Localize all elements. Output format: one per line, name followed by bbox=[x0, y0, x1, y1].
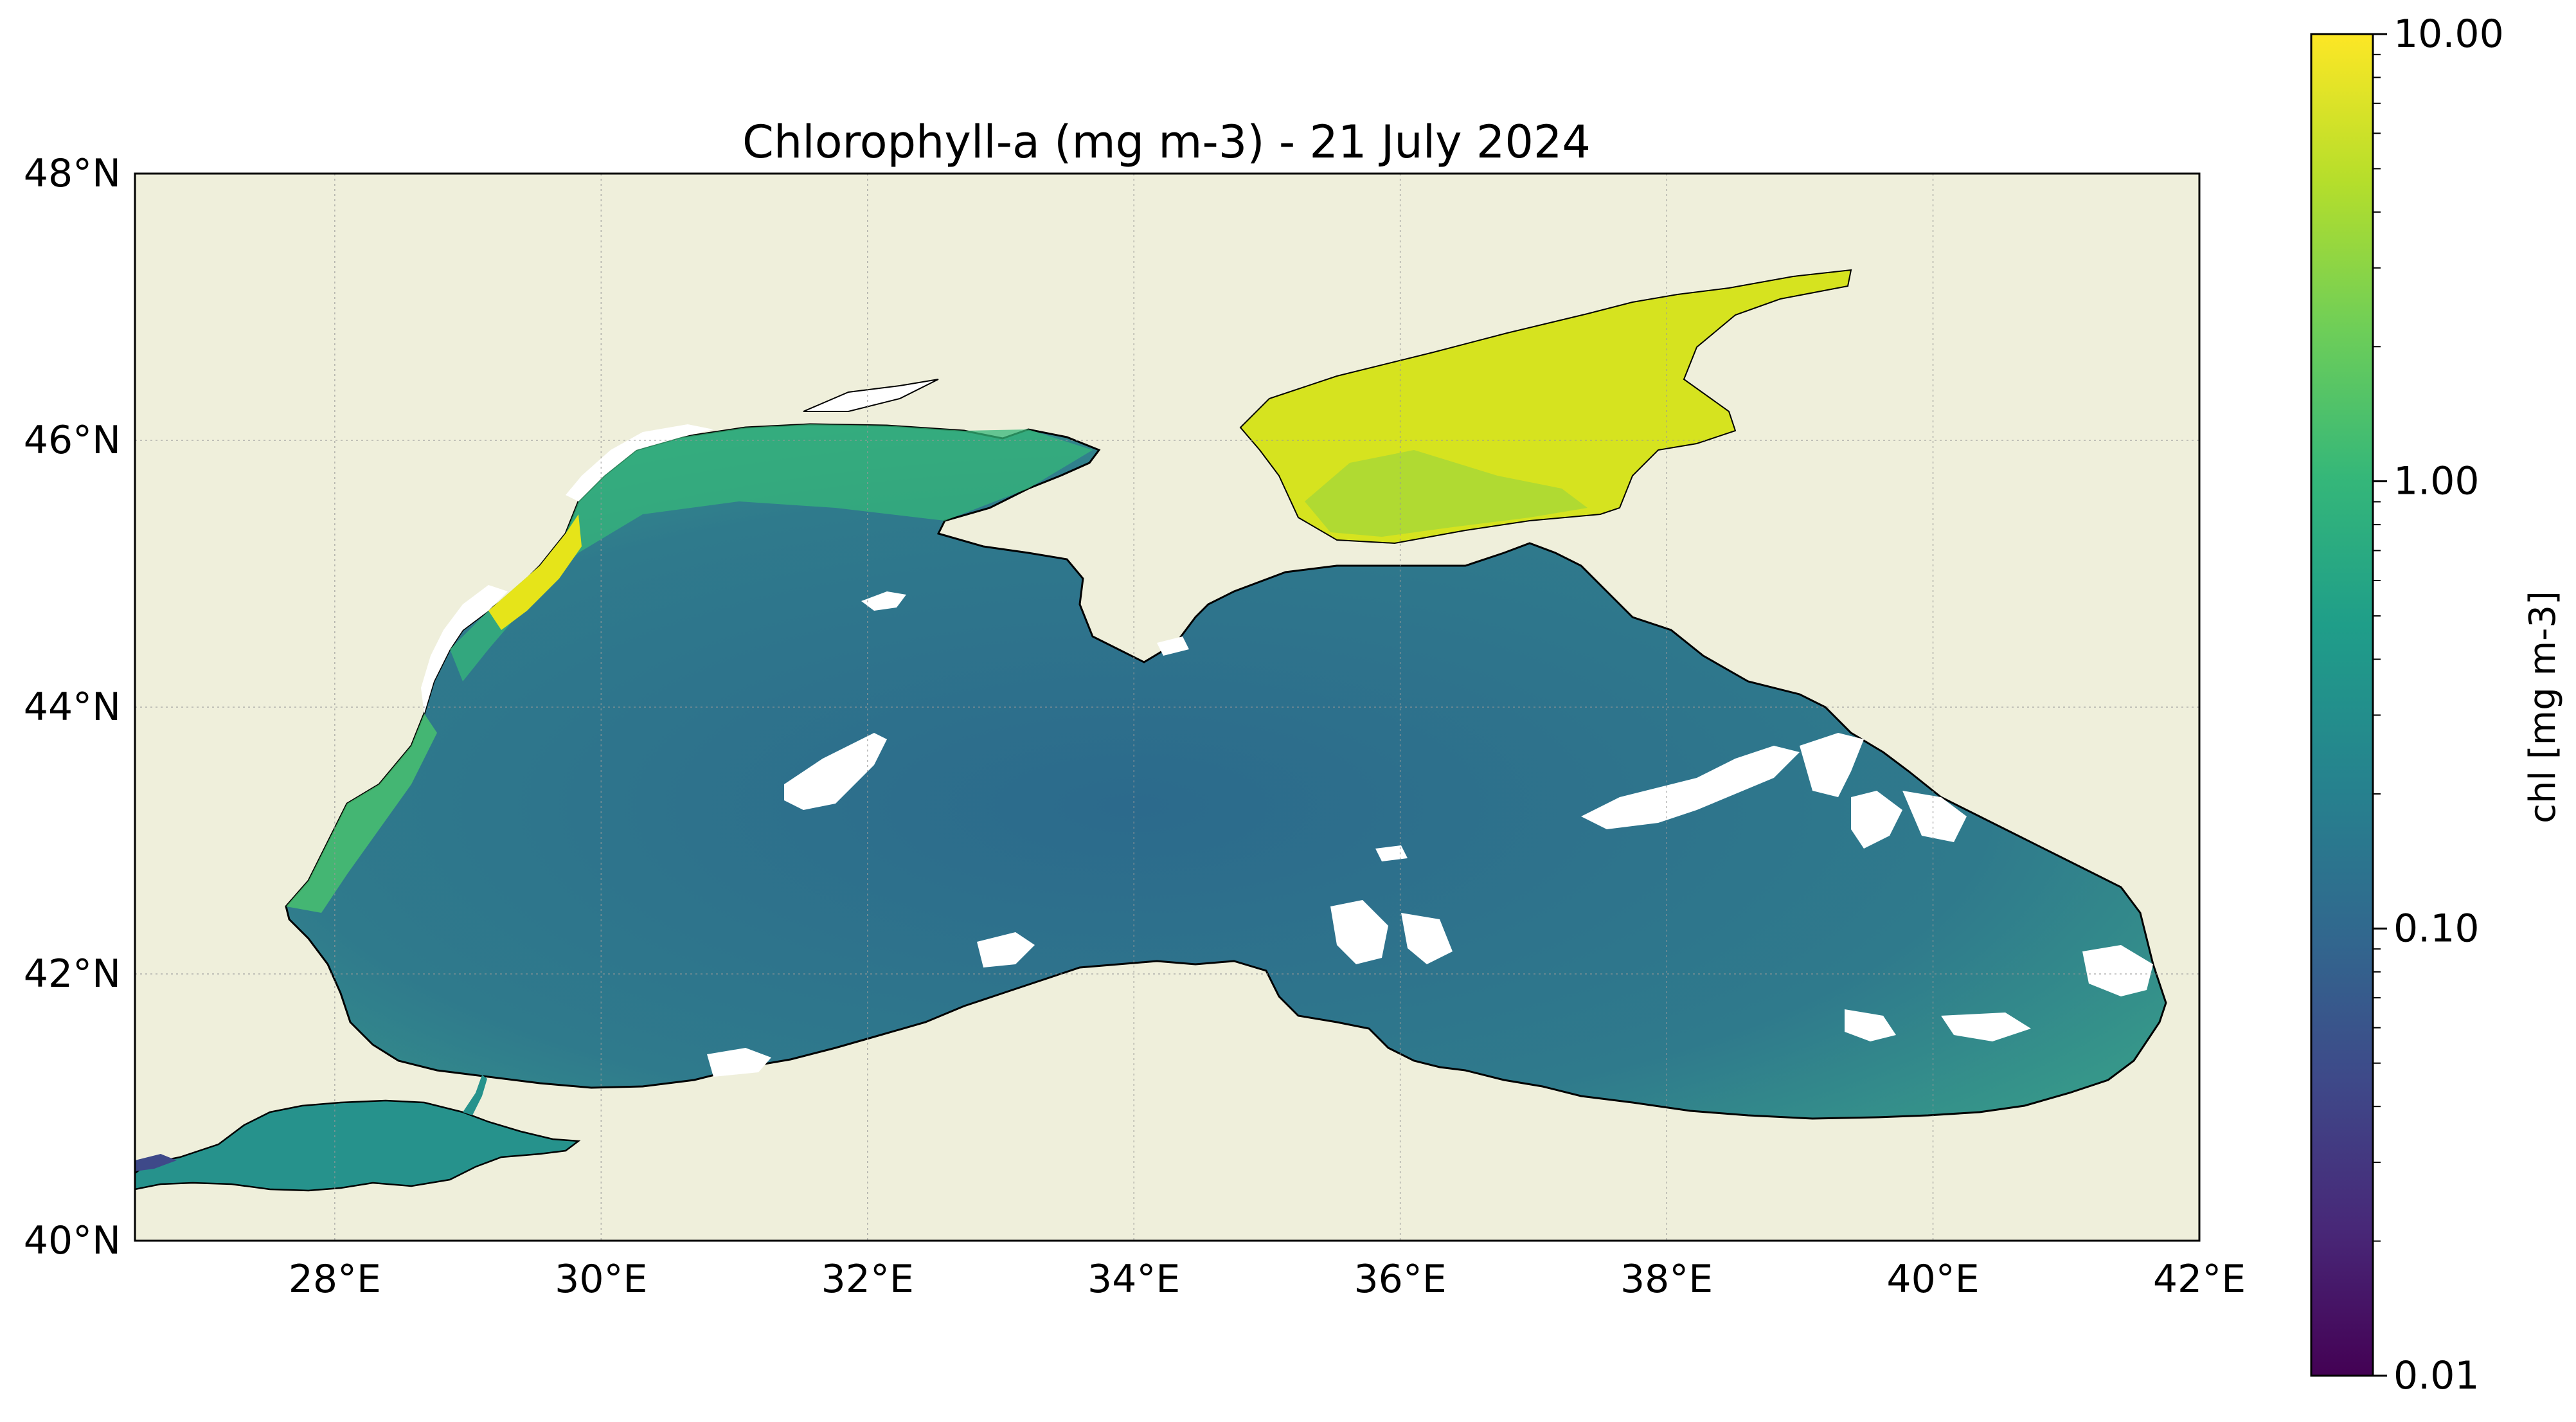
danube-outflow-yellow bbox=[488, 514, 582, 630]
cloud-mask-patches bbox=[707, 591, 2153, 1077]
bulgarian-coast-green bbox=[286, 714, 437, 913]
colorbar-label: chl [mg m-3] bbox=[2522, 591, 2564, 824]
colorbar: 10.00 1.00 0.10 0.01 chl [mg m-3] bbox=[2310, 12, 2564, 1398]
lat-tick-label: 48°N bbox=[24, 151, 121, 196]
sea-of-marmara bbox=[135, 1099, 581, 1192]
lon-tick-label: 28°E bbox=[289, 1257, 381, 1302]
map-frame bbox=[134, 172, 2201, 1242]
lon-tick-label: 30°E bbox=[555, 1257, 647, 1302]
lon-tick-label: 40°E bbox=[1886, 1257, 1979, 1302]
map-title: Chlorophyll-a (mg m-3) - 21 July 2024 bbox=[742, 116, 1591, 168]
dnieper-estuary-nodata bbox=[803, 379, 939, 412]
lon-tick-label: 36°E bbox=[1354, 1257, 1447, 1302]
colorbar-ticks: 10.00 1.00 0.10 0.01 bbox=[2373, 12, 2504, 1398]
azov-green-patches bbox=[1305, 450, 1588, 537]
colorbar-tick-label: 0.10 bbox=[2393, 906, 2480, 951]
colorbar-tick-label: 10.00 bbox=[2393, 12, 2504, 57]
longitude-tick-labels: 28°E 30°E 32°E 34°E 36°E 38°E 40°E 42°E bbox=[289, 1257, 2246, 1302]
lat-tick-label: 42°N bbox=[24, 951, 121, 996]
lon-tick-label: 42°E bbox=[2153, 1257, 2246, 1302]
northwest-coast-nodata bbox=[421, 585, 508, 714]
lon-tick-label: 38°E bbox=[1620, 1257, 1713, 1302]
latitude-tick-labels: 40°N 42°N 44°N 46°N 48°N bbox=[24, 151, 121, 1263]
lat-tick-label: 40°N bbox=[24, 1218, 121, 1263]
lon-tick-label: 34°E bbox=[1087, 1257, 1180, 1302]
colorbar-tick-label: 1.00 bbox=[2393, 459, 2480, 504]
northwest-shelf-green-zone bbox=[450, 424, 1093, 681]
lat-tick-label: 46°N bbox=[24, 418, 121, 463]
odessa-bay-nodata bbox=[566, 424, 713, 501]
map-panel bbox=[134, 172, 2201, 1242]
colorbar-tick-label: 0.01 bbox=[2393, 1353, 2480, 1398]
bosphorus bbox=[463, 1075, 487, 1115]
lat-tick-label: 44°N bbox=[24, 685, 121, 730]
colorbar-gradient bbox=[2310, 33, 2374, 1377]
lon-tick-label: 32°E bbox=[821, 1257, 914, 1302]
dardanelles-strait bbox=[135, 1154, 177, 1171]
